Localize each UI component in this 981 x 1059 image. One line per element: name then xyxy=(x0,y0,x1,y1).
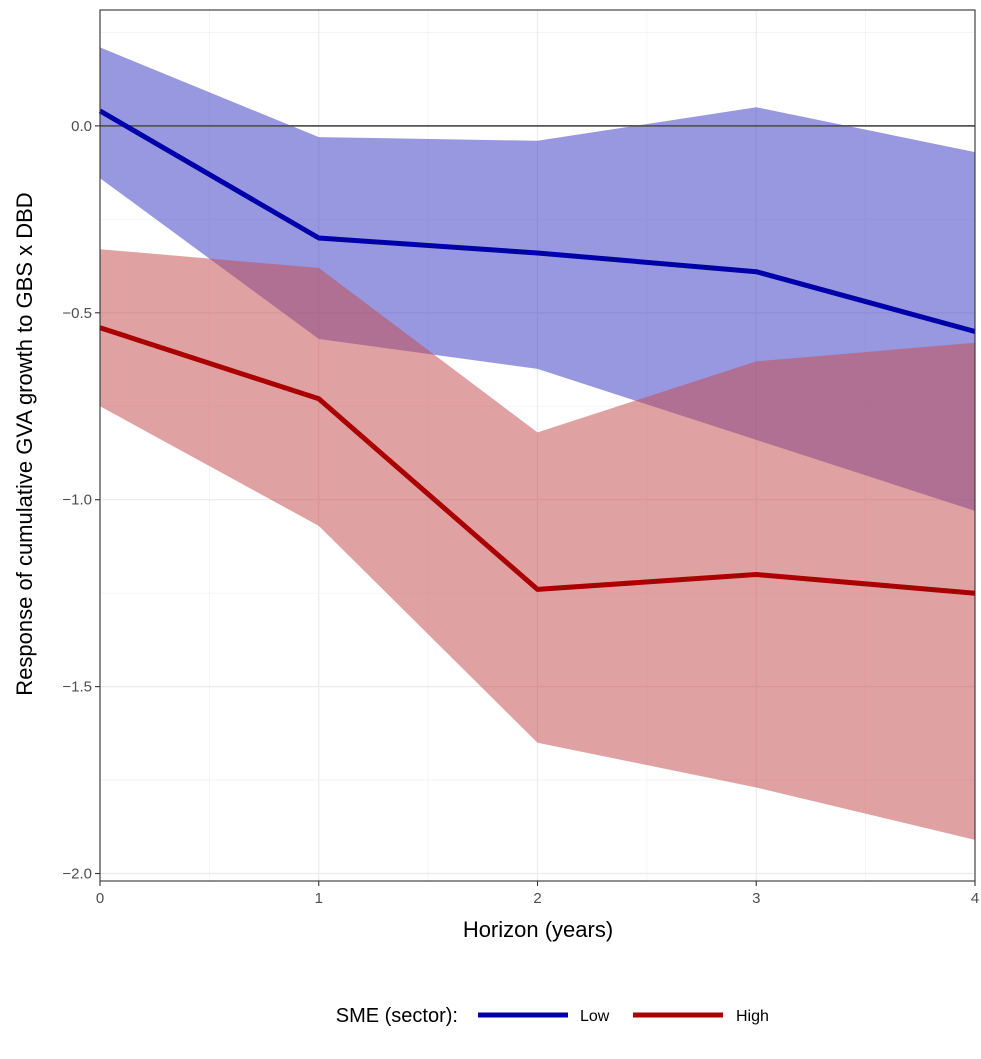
y-tick-label: −1.0 xyxy=(62,492,92,509)
x-tick-label: 4 xyxy=(971,890,979,907)
x-tick-label: 3 xyxy=(752,890,760,907)
x-tick-label: 0 xyxy=(96,890,104,907)
y-axis-ticks: 0.0 −0.5 −1.0 −1.5 −2.0 xyxy=(62,118,100,883)
legend: SME (sector): Low High xyxy=(336,1005,769,1027)
y-axis-title: Response of cumulative GVA growth to GBS… xyxy=(12,192,37,695)
x-tick-label: 1 xyxy=(315,890,323,907)
y-tick-label: 0.0 xyxy=(71,118,92,135)
legend-label-low: Low xyxy=(580,1008,610,1025)
x-tick-label: 2 xyxy=(533,890,541,907)
confidence-bands xyxy=(100,47,975,840)
legend-title: SME (sector): xyxy=(336,1005,458,1027)
x-axis-ticks: 0 1 2 3 4 xyxy=(96,881,979,907)
legend-label-high: High xyxy=(736,1008,769,1025)
y-tick-label: −2.0 xyxy=(62,866,92,883)
x-axis-title: Horizon (years) xyxy=(463,917,613,942)
y-tick-label: −1.5 xyxy=(62,679,92,696)
y-tick-label: −0.5 xyxy=(62,305,92,322)
